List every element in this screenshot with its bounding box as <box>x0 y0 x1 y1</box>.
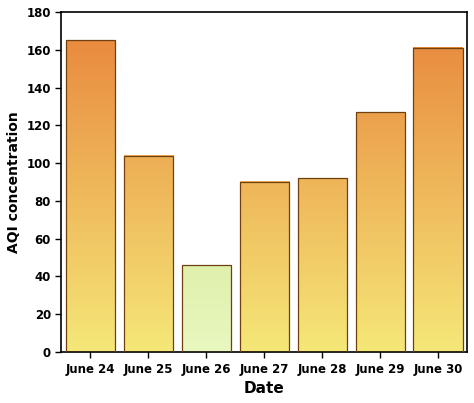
Bar <box>356 112 405 352</box>
Y-axis label: AQI concentration: AQI concentration <box>7 111 21 253</box>
Bar <box>413 48 463 352</box>
X-axis label: Date: Date <box>244 381 284 396</box>
Bar <box>182 265 231 352</box>
Bar <box>66 40 115 352</box>
Bar <box>124 156 173 352</box>
Bar <box>298 178 347 352</box>
Bar <box>240 182 289 352</box>
